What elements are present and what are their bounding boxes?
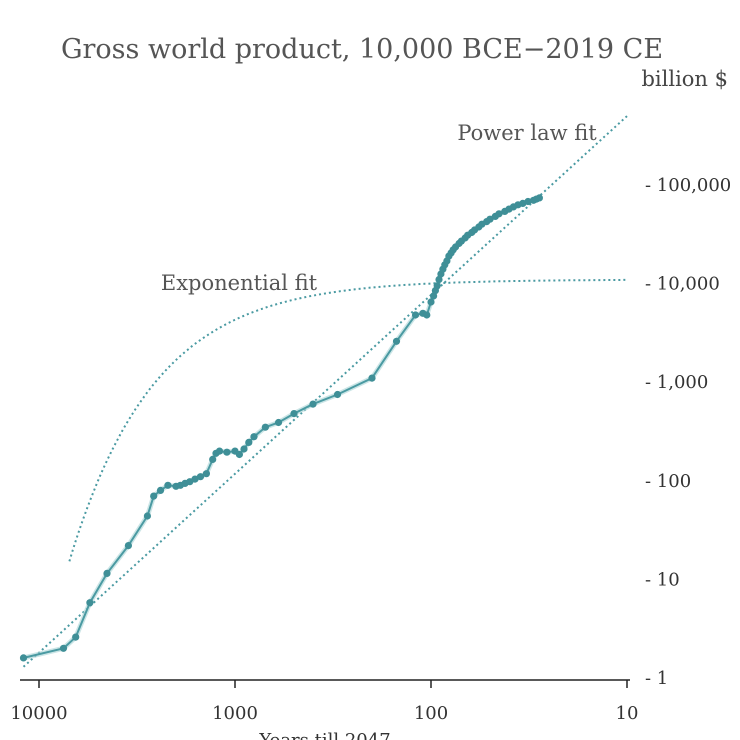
y-tick-label: - 10 — [645, 569, 680, 590]
data-point — [124, 542, 132, 550]
data-point — [411, 311, 420, 319]
data-point — [209, 455, 217, 463]
data-point — [19, 654, 28, 662]
observed-series — [22, 195, 541, 661]
x-tick-label: 1000 — [212, 703, 258, 724]
y-tick-label: - 1 — [645, 668, 668, 689]
power-law-fit-label: Power law fit — [457, 121, 597, 145]
data-point — [495, 210, 503, 218]
data-point — [240, 445, 248, 453]
y-tick-label: - 100 — [645, 471, 691, 492]
observed-series-band — [22, 195, 541, 661]
data-point — [235, 450, 243, 459]
data-point — [435, 275, 443, 284]
x-tick-label: 10000 — [10, 703, 67, 724]
x-axis: 10000 1000 100 10 — [10, 679, 639, 724]
y-axis-unit-label: billion $ — [641, 67, 728, 91]
data-point — [156, 486, 165, 494]
fit-curves — [22, 115, 628, 668]
data-point — [427, 298, 435, 306]
data-point — [196, 473, 205, 481]
data-point — [250, 433, 258, 441]
data-point — [150, 492, 158, 500]
data-point — [524, 197, 532, 206]
data-point — [86, 599, 94, 607]
observed-series-line — [23, 196, 540, 659]
data-point — [433, 282, 441, 290]
data-point — [215, 447, 224, 455]
y-tick-label: - 10,000 — [645, 274, 720, 295]
exponential-fit-curve — [68, 278, 627, 562]
data-point — [72, 633, 80, 641]
data-point — [223, 448, 231, 456]
data-point — [245, 438, 253, 446]
x-tick-label: 100 — [414, 703, 448, 724]
data-point — [164, 481, 172, 489]
x-tick-label: 10 — [616, 703, 639, 724]
data-point — [191, 475, 199, 483]
y-axis-ticks: - 1 - 10 - 100 - 1,000 - 10,000 - 100,000 — [645, 175, 731, 689]
data-point — [333, 390, 342, 399]
data-point — [202, 470, 210, 478]
data-point — [309, 400, 317, 408]
observed-points — [19, 194, 544, 662]
data-point — [103, 569, 111, 578]
exponential-fit-label: Exponential fit — [161, 271, 318, 295]
data-point — [261, 423, 269, 431]
data-point — [535, 194, 544, 202]
y-tick-label: - 1,000 — [645, 372, 708, 393]
y-tick-label: - 100,000 — [645, 175, 731, 196]
power-law-fit-line — [22, 115, 628, 668]
data-point — [59, 644, 68, 652]
data-point — [143, 512, 151, 520]
data-point — [274, 418, 283, 427]
data-point — [368, 374, 376, 382]
data-point — [486, 215, 494, 223]
data-point — [423, 311, 431, 319]
x-axis-label: Years till 2047 — [258, 730, 390, 740]
chart-title: Gross world product, 10,000 BCE−2019 CE — [61, 34, 663, 65]
data-point — [392, 337, 401, 345]
data-point — [290, 410, 298, 418]
